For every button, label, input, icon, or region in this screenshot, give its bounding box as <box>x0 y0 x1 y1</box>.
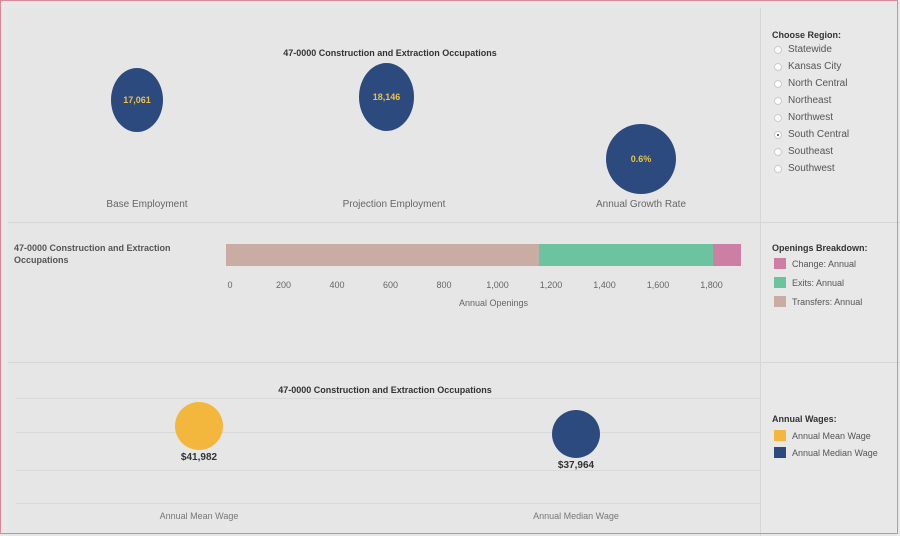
region-option[interactable]: Southeast <box>774 146 833 157</box>
openings-legend-item[interactable]: Exits: Annual <box>774 277 844 288</box>
region-option-label: North Central <box>788 78 848 89</box>
kpi-bubble-projection-employment[interactable]: 18,146 <box>359 63 414 131</box>
bar-segment-2[interactable] <box>539 244 713 266</box>
legend-label: Annual Mean Wage <box>792 430 871 441</box>
legend-label: Annual Median Wage <box>792 447 878 458</box>
radio-selected-icon[interactable] <box>774 130 782 139</box>
kpi-chart-title: 47-0000 Construction and Extraction Occu… <box>283 48 497 58</box>
radio-icon[interactable] <box>774 45 782 54</box>
legend-label: Change: Annual <box>792 258 857 269</box>
x-tick-label: 800 <box>436 280 452 290</box>
radio-icon[interactable] <box>774 96 782 105</box>
legend-swatch <box>774 258 786 269</box>
radio-icon[interactable] <box>774 62 782 71</box>
x-tick-label: 1,800 <box>700 280 723 290</box>
kpi-bubble-annual-growth-rate[interactable]: 0.6% <box>606 124 676 194</box>
radio-icon[interactable] <box>774 147 782 156</box>
wage-bubble-mean[interactable] <box>175 402 223 450</box>
region-filter-heading: Choose Region: <box>772 30 841 40</box>
region-option[interactable]: Statewide <box>774 44 832 55</box>
kpi-value-base-employment: 17,061 <box>123 95 151 105</box>
side-divider <box>760 222 900 223</box>
grid-line <box>16 398 760 399</box>
region-option-label: Kansas City <box>788 61 842 72</box>
region-option[interactable]: North Central <box>774 78 847 89</box>
openings-legend-item[interactable]: Change: Annual <box>774 258 856 269</box>
radio-icon[interactable] <box>774 164 782 173</box>
wage-value-mean: $41,982 <box>180 452 218 463</box>
radio-icon[interactable] <box>774 79 782 88</box>
wages-legend-item[interactable]: Annual Median Wage <box>774 447 878 458</box>
region-option-label: Northeast <box>788 95 832 106</box>
legend-swatch <box>774 296 786 307</box>
wage-bubble-median[interactable] <box>552 410 600 458</box>
kpi-value-annual-growth-rate: 0.6% <box>630 154 652 164</box>
kpi-label-base-employment: Base Employment <box>106 199 188 210</box>
legend-swatch <box>774 447 786 458</box>
legend-label: Transfers: Annual <box>792 296 863 307</box>
bar-row-label: 47-0000 Construction and Extraction Occu… <box>14 243 171 265</box>
region-option[interactable]: Northwest <box>774 112 833 123</box>
radio-icon[interactable] <box>774 113 782 122</box>
grid-line <box>16 432 760 433</box>
wage-label-median: Annual Median Wage <box>533 511 619 521</box>
region-option-label: Southeast <box>788 146 834 157</box>
wages-legend-item[interactable]: Annual Mean Wage <box>774 430 871 441</box>
x-tick-label: 1,400 <box>593 280 616 290</box>
bar-segment-3[interactable] <box>712 244 741 266</box>
x-tick-label: 1,000 <box>486 280 509 290</box>
legend-label: Exits: Annual <box>792 277 845 288</box>
x-tick-label: 0 <box>227 280 233 290</box>
region-option-label: Northwest <box>788 112 834 123</box>
kpi-label-projection-employment: Projection Employment <box>342 199 446 210</box>
region-option[interactable]: South Central <box>774 129 849 140</box>
kpi-value-projection-employment: 18,146 <box>372 92 401 102</box>
wage-label-mean: Annual Mean Wage <box>159 511 239 521</box>
section-divider <box>8 362 900 363</box>
region-option-label: Southwest <box>788 163 835 174</box>
section-divider <box>8 222 760 223</box>
kpi-label-annual-growth-rate: Annual Growth Rate <box>595 199 687 210</box>
openings-legend-heading: Openings Breakdown: <box>772 243 868 253</box>
wage-value-median: $37,964 <box>557 460 595 471</box>
region-option-label: Statewide <box>788 44 832 55</box>
region-option[interactable]: Kansas City <box>774 61 841 72</box>
openings-bar <box>226 244 741 266</box>
x-tick-label: 600 <box>383 280 399 290</box>
region-option-label: South Central <box>788 129 850 140</box>
region-option[interactable]: Southwest <box>774 163 835 174</box>
openings-legend-item[interactable]: Transfers: Annual <box>774 296 862 307</box>
x-axis-title: Annual Openings <box>459 298 529 308</box>
x-tick-label: 200 <box>275 280 292 290</box>
bar-segment-1[interactable] <box>226 244 539 266</box>
x-tick-label: 1,200 <box>539 280 563 290</box>
grid-line <box>16 503 760 504</box>
x-tick-label: 400 <box>329 280 345 290</box>
legend-swatch <box>774 277 786 288</box>
region-option[interactable]: Northeast <box>774 95 831 106</box>
x-tick-label: 1,600 <box>646 280 670 290</box>
grid-line <box>16 470 760 471</box>
wages-chart-title: 47-0000 Construction and Extraction Occu… <box>278 385 492 395</box>
wages-legend-heading: Annual Wages: <box>772 414 837 424</box>
legend-swatch <box>774 430 786 441</box>
kpi-bubble-base-employment[interactable]: 17,061 <box>111 68 163 132</box>
